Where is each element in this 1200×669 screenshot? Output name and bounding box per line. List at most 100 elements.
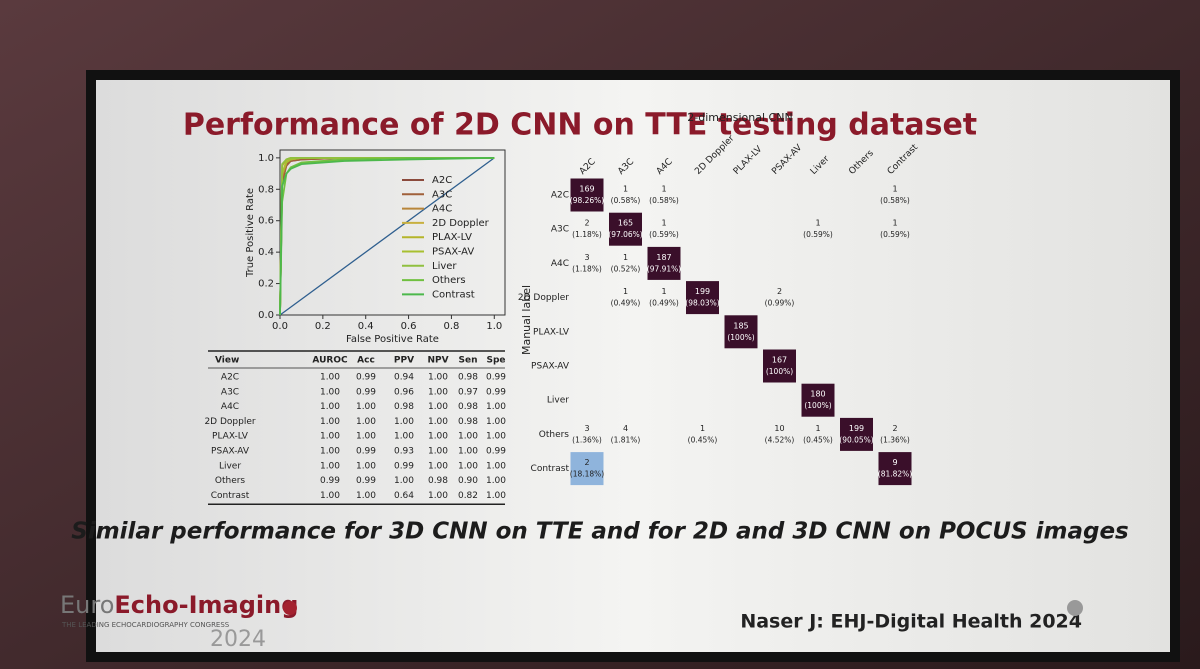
matrix-percent: (0.59%) (880, 230, 910, 239)
table-cell: 1.00 (356, 402, 376, 412)
legend-label: Liver (432, 261, 457, 272)
matrix-percent: (0.58%) (649, 196, 679, 205)
matrix-count: 1 (815, 219, 820, 228)
legend-label: A2C (432, 175, 452, 186)
matrix-cell (724, 315, 758, 349)
matrix-count: 1 (892, 185, 897, 194)
matrix-cell (570, 178, 604, 212)
chance-line (279, 157, 495, 316)
table-cell: 0.93 (394, 447, 414, 457)
matrix-title: 2-dimensional CNN (687, 111, 792, 124)
matrix-count: 2 (584, 219, 589, 228)
legend-label: Contrast (432, 289, 475, 300)
matrix-count: 199 (849, 424, 864, 433)
pointer-dot (1067, 600, 1083, 616)
matrix-count: 2 (892, 424, 897, 433)
table-cell: 1.00 (486, 417, 506, 427)
matrix-count: 2 (584, 458, 589, 467)
matrix-percent: (18.18%) (570, 470, 605, 479)
matrix-cell (878, 452, 912, 486)
slide-subtitle: Similar performance for 3D CNN on TTE an… (71, 519, 1128, 545)
logo-dot (283, 601, 297, 615)
matrix-row-label: 2D Doppler (518, 293, 569, 303)
table-cell: 1.00 (486, 476, 506, 486)
table-cell: 1.00 (320, 461, 340, 471)
table-header: Acc (357, 356, 375, 366)
matrix-percent: (0.59%) (803, 230, 833, 239)
table-cell: 0.96 (394, 387, 414, 397)
matrix-percent: (1.36%) (880, 435, 910, 444)
table-cell: 1.00 (356, 432, 376, 442)
table-cell: 0.99 (320, 476, 340, 486)
table-cell: 0.98 (428, 476, 448, 486)
matrix-percent: (90.05%) (839, 435, 874, 444)
matrix-count: 9 (892, 458, 897, 467)
matrix-count: 1 (700, 424, 705, 433)
matrix-percent: (0.58%) (611, 196, 641, 205)
logo-year: 2024 (210, 627, 266, 652)
legend-label: Others (432, 275, 466, 286)
table-cell: 1.00 (356, 417, 376, 427)
matrix-cell (570, 452, 604, 486)
matrix-count: 199 (695, 287, 710, 296)
roc-curve (279, 156, 495, 316)
matrix-percent: (97.91%) (647, 264, 682, 273)
table-header: AUROC (312, 356, 348, 366)
table-cell: 1.00 (320, 373, 340, 383)
matrix-count: 165 (618, 219, 633, 228)
table-cell: PLAX-LV (212, 432, 249, 442)
matrix-percent: (0.59%) (649, 230, 679, 239)
matrix-count: 185 (733, 321, 748, 330)
legend-label: PLAX-LV (432, 232, 472, 243)
table-cell: 0.99 (486, 447, 506, 457)
table-cell: 1.00 (486, 461, 506, 471)
table-header: Spe (486, 356, 505, 366)
table-cell: 1.00 (486, 432, 506, 442)
table-cell: A4C (221, 402, 239, 412)
matrix-percent: (98.03%) (685, 299, 720, 308)
matrix-percent: (0.49%) (649, 299, 679, 308)
table-header: NPV (427, 356, 448, 366)
matrix-count: 187 (656, 253, 671, 262)
table-cell: 0.99 (356, 447, 376, 457)
table-cell: 0.97 (458, 387, 478, 397)
matrix-percent: (0.99%) (765, 299, 795, 308)
slide (96, 80, 1170, 652)
table-cell: 0.99 (486, 373, 506, 383)
table-cell: 0.98 (458, 373, 478, 383)
matrix-count: 1 (815, 424, 820, 433)
table-cell: 0.99 (486, 387, 506, 397)
legend-label: 2D Doppler (432, 218, 490, 229)
matrix-count: 3 (584, 253, 589, 262)
table-cell: 1.00 (486, 402, 506, 412)
table-header: Sen (459, 356, 478, 366)
matrix-count: 1 (661, 185, 666, 194)
table-cell: 1.00 (320, 402, 340, 412)
matrix-count: 1 (623, 253, 628, 262)
logo: EuroEcho-Imaging (60, 591, 298, 619)
matrix-percent: (100%) (766, 367, 793, 376)
matrix-percent: (0.45%) (803, 435, 833, 444)
table-cell: 1.00 (428, 417, 448, 427)
y-tick-label: 1.0 (258, 153, 274, 164)
matrix-percent: (81.82%) (878, 470, 913, 479)
y-axis-label: True Positive Rate (245, 188, 256, 278)
matrix-percent: (100%) (727, 333, 754, 342)
table-cell: 0.99 (356, 373, 376, 383)
matrix-percent: (1.18%) (572, 230, 602, 239)
table-cell: 1.00 (458, 432, 478, 442)
table-cell: 1.00 (428, 373, 448, 383)
matrix-count: 2 (777, 287, 782, 296)
matrix-row-label: PSAX-AV (531, 362, 570, 372)
table-cell: 1.00 (428, 432, 448, 442)
table-header: View (215, 356, 239, 366)
table-cell: 1.00 (428, 461, 448, 471)
slide-title: Performance of 2D CNN on TTE testing dat… (183, 108, 977, 143)
legend-label: PSAX-AV (432, 247, 474, 258)
matrix-count: 4 (623, 424, 628, 433)
table-cell: A3C (221, 387, 239, 397)
matrix-count: 3 (584, 424, 589, 433)
matrix-row-label: Liver (547, 396, 569, 406)
x-tick-label: 0.2 (315, 321, 331, 332)
table-cell: 1.00 (458, 447, 478, 457)
